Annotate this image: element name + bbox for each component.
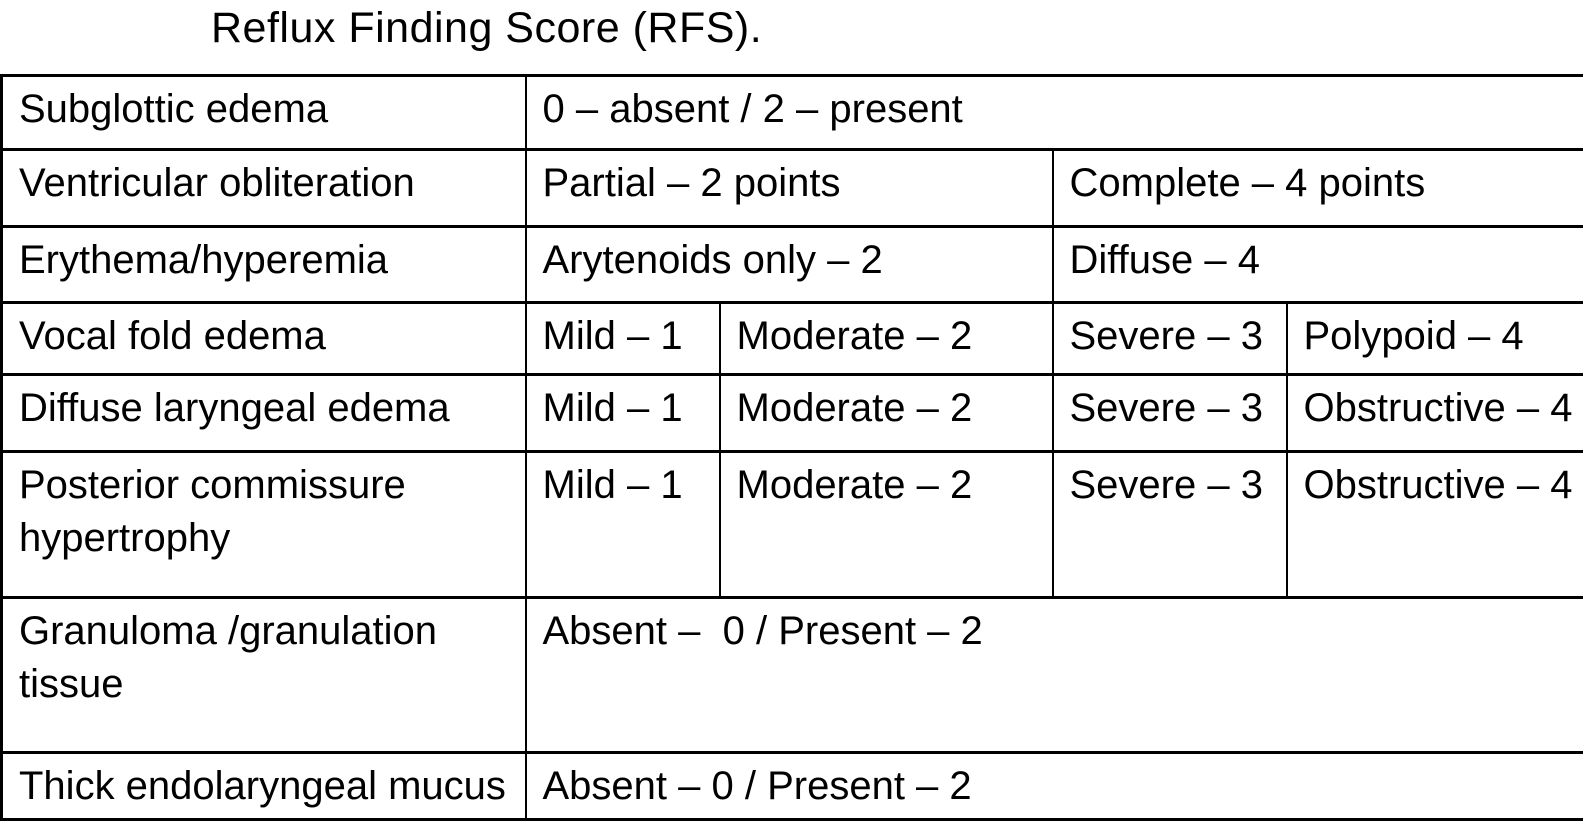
score-cell: Moderate – 2 bbox=[718, 450, 1054, 599]
row-label-cell: Granuloma /granulation tissue bbox=[0, 596, 527, 754]
score-cell: Polypoid – 4 bbox=[1285, 301, 1583, 376]
score-cell: Severe – 3 bbox=[1051, 450, 1288, 599]
row-label-cell: Ventricular obliteration bbox=[0, 148, 527, 228]
score-cell: 0 – absent / 2 – present bbox=[524, 74, 1583, 151]
table-row: Granuloma /granulation tissue Absent – 0… bbox=[0, 596, 1583, 754]
score-cell: Complete – 4 points bbox=[1051, 148, 1583, 228]
row-label-cell: Erythema/hyperemia bbox=[0, 225, 527, 304]
row-label-cell: Diffuse laryngeal edema bbox=[0, 373, 527, 453]
score-cell: Severe – 3 bbox=[1051, 373, 1288, 453]
score-cell: Obstructive – 4 bbox=[1285, 450, 1583, 599]
score-cell: Arytenoids only – 2 bbox=[524, 225, 1054, 304]
score-cell: Diffuse – 4 bbox=[1051, 225, 1583, 304]
score-cell: Mild – 1 bbox=[524, 450, 721, 599]
table-row: Vocal fold edema Mild – 1 Moderate – 2 S… bbox=[0, 301, 1583, 376]
table-title: Reflux Finding Score (RFS). bbox=[211, 4, 763, 52]
reflux-finding-score-table: Subglottic edema 0 – absent / 2 – presen… bbox=[0, 74, 1583, 821]
score-cell: Mild – 1 bbox=[524, 301, 721, 376]
score-cell: Moderate – 2 bbox=[718, 373, 1054, 453]
table-row: Subglottic edema 0 – absent / 2 – presen… bbox=[0, 74, 1583, 151]
score-cell: Mild – 1 bbox=[524, 373, 721, 453]
table-row: Posterior commissure hypertrophy Mild – … bbox=[0, 450, 1583, 599]
table-row: Ventricular obliteration Partial – 2 poi… bbox=[0, 148, 1583, 228]
table-row: Thick endolaryngeal mucus Absent – 0 / P… bbox=[0, 751, 1583, 821]
table-row: Erythema/hyperemia Arytenoids only – 2 D… bbox=[0, 225, 1583, 304]
table-row: Diffuse laryngeal edema Mild – 1 Moderat… bbox=[0, 373, 1583, 453]
score-cell: Partial – 2 points bbox=[524, 148, 1054, 228]
row-label-cell: Thick endolaryngeal mucus bbox=[0, 751, 527, 821]
score-cell: Obstructive – 4 bbox=[1285, 373, 1583, 453]
score-cell: Moderate – 2 bbox=[718, 301, 1054, 376]
row-label-cell: Posterior commissure hypertrophy bbox=[0, 450, 527, 599]
row-label-cell: Vocal fold edema bbox=[0, 301, 527, 376]
score-cell: Severe – 3 bbox=[1051, 301, 1288, 376]
score-cell: Absent – 0 / Present – 2 bbox=[524, 596, 1583, 754]
row-label-cell: Subglottic edema bbox=[0, 74, 527, 151]
score-cell: Absent – 0 / Present – 2 bbox=[524, 751, 1583, 821]
